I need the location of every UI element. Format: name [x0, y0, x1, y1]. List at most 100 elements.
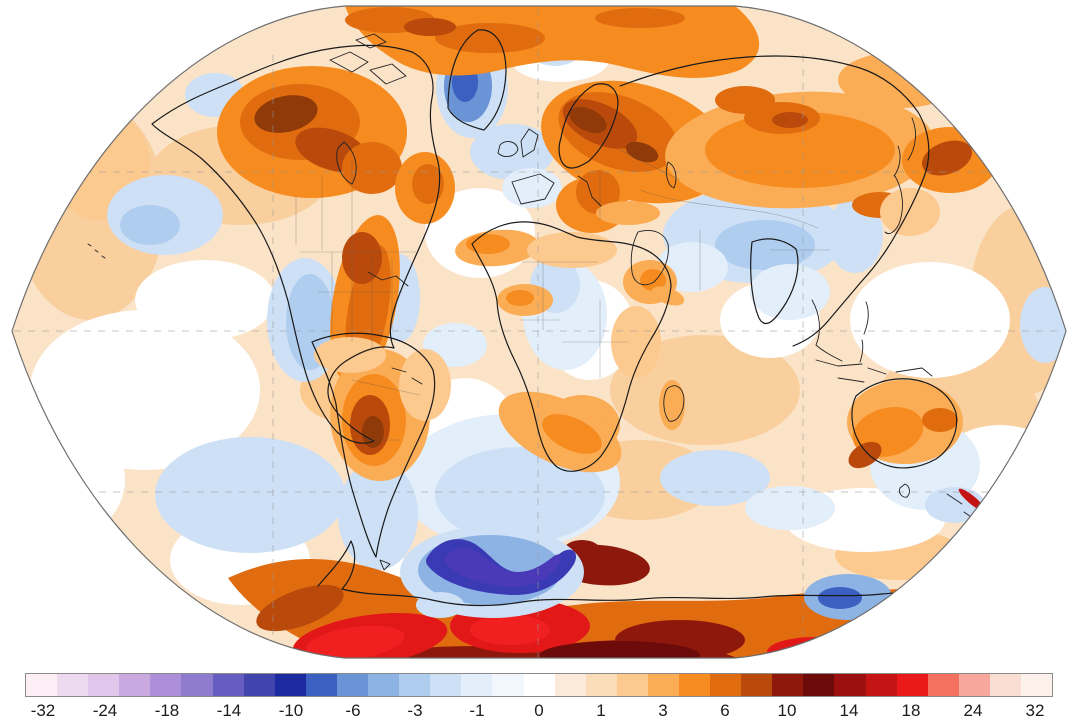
warm-eafrica — [611, 306, 661, 378]
warm-waustralia-core — [848, 441, 882, 469]
colorbar-cell — [616, 674, 648, 696]
colorbar-cell — [741, 674, 773, 696]
warm-quebec-core — [412, 164, 444, 204]
colorbar-cell — [274, 674, 306, 696]
colorbar-cell — [150, 674, 182, 696]
warm-paraguay-core2 — [362, 416, 384, 448]
colorbar-cell — [678, 674, 711, 696]
colorbar-tick-label: 0 — [534, 701, 544, 720]
colorbar-cell — [26, 674, 58, 696]
neutral-spacific — [12, 420, 125, 540]
colorbar-cell — [772, 674, 804, 696]
colorbar-cell — [336, 674, 369, 696]
cool-satlantic — [435, 447, 605, 543]
cold-antarctic-r-core — [818, 587, 862, 609]
warm-russia-core — [625, 141, 659, 163]
map-layers — [12, 6, 1066, 658]
coast-greenland — [447, 29, 507, 131]
cool-iceland-uk — [470, 124, 554, 180]
neutral-npacific — [135, 260, 275, 340]
colorbar-tick-label: -32 — [30, 701, 56, 720]
warm-antarctic-brown-l — [256, 584, 344, 632]
coastlines — [87, 29, 997, 607]
coast-hawaii-specks — [87, 243, 106, 259]
hot-antarctic-red-l2 — [305, 625, 405, 658]
coast-antarctica — [317, 540, 997, 607]
coast-south-america — [311, 332, 436, 558]
colorbar-cell — [430, 674, 462, 696]
coast-tierra-del-fuego — [379, 559, 391, 571]
border-south-america — [351, 379, 421, 441]
colorbar-cell — [585, 674, 617, 696]
colorbar-cell — [803, 674, 835, 696]
cool-india-n — [750, 264, 830, 320]
cool-patagonia — [338, 460, 418, 570]
coast-japan — [884, 175, 903, 235]
border-us-states — [318, 252, 402, 350]
coast-indonesia — [815, 359, 933, 383]
cool-gulf-alaska-core — [120, 205, 180, 245]
warm-wafrica-core — [506, 290, 534, 306]
colorbar-cell — [1021, 674, 1053, 696]
colorbar-cell — [710, 674, 742, 696]
coast-madagascar — [663, 385, 685, 422]
colorbar-tick-label: -10 — [278, 701, 304, 720]
colorbar-cell — [927, 674, 959, 696]
warm-siberia-core — [772, 112, 808, 128]
warm-hudson-e — [342, 142, 402, 194]
warm-yemen — [651, 286, 685, 306]
coast-tasmania — [899, 483, 910, 498]
colorbar — [25, 673, 1053, 697]
coast-uk — [520, 128, 539, 158]
warm-libya — [527, 232, 617, 268]
coast-italy — [577, 175, 602, 207]
coast-philippines — [859, 301, 869, 363]
warm-turkey — [596, 201, 660, 225]
colorbar-cell — [119, 674, 151, 696]
hot-antarctic-maroon3 — [540, 641, 700, 658]
cool-sindian2 — [745, 486, 835, 530]
warm-balkans — [576, 170, 620, 214]
colorbar-cell — [212, 674, 244, 696]
colorbar-cell — [181, 674, 213, 696]
projection-outline — [11, 5, 1067, 659]
border-asia — [639, 189, 830, 290]
coast-scandinavia — [558, 83, 619, 169]
border-africa — [520, 261, 628, 378]
hot-antarctic-red-r — [767, 637, 863, 658]
colorbar-tick-label: -6 — [345, 701, 361, 720]
coast-north-america — [151, 44, 441, 444]
coast-india — [750, 238, 799, 324]
coast-caribbean — [391, 367, 423, 385]
warm-neaustralia — [922, 408, 958, 432]
colorbar-cell — [834, 674, 866, 696]
colorbar-cell — [523, 674, 555, 696]
colorbar-cell — [492, 674, 524, 696]
colorbar-tick-label: -3 — [407, 701, 423, 720]
coast-seasia — [811, 299, 843, 362]
coast-hudson-bay — [336, 141, 357, 185]
colorbar-tick-label: 10 — [777, 701, 797, 720]
colorbar-cell — [647, 674, 679, 696]
warm-venezuela — [314, 337, 386, 373]
warm-satl-core — [542, 414, 602, 454]
internal-borders — [295, 149, 830, 441]
colorbar-cell — [865, 674, 897, 696]
coast-caspian — [665, 161, 677, 189]
coast-iceland — [497, 141, 519, 157]
colorbar-cell — [368, 674, 400, 696]
colorbar-ticks: -32 -24 -18 -14 -10 -6 -3 -1 0 1 3 6 10 14 18 24 32 — [25, 701, 1053, 723]
warm-chukotka — [838, 52, 962, 108]
cool-peninsula-gap — [416, 592, 464, 618]
colorbar-tick-label: -18 — [154, 701, 180, 720]
colorbar-tick-label: 1 — [596, 701, 606, 720]
warm-japan-sea — [880, 188, 940, 236]
warm-finland-core — [569, 106, 607, 134]
cool-central-asia-core — [715, 220, 815, 270]
cool-antarctic-fr — [915, 586, 1005, 614]
coast-arabia — [630, 230, 669, 286]
warm-canada-core — [254, 95, 318, 133]
colorbar-tick-label: 32 — [1025, 701, 1045, 720]
warm-madagascar — [659, 380, 685, 430]
colorbar-tick-label: 3 — [658, 701, 668, 720]
